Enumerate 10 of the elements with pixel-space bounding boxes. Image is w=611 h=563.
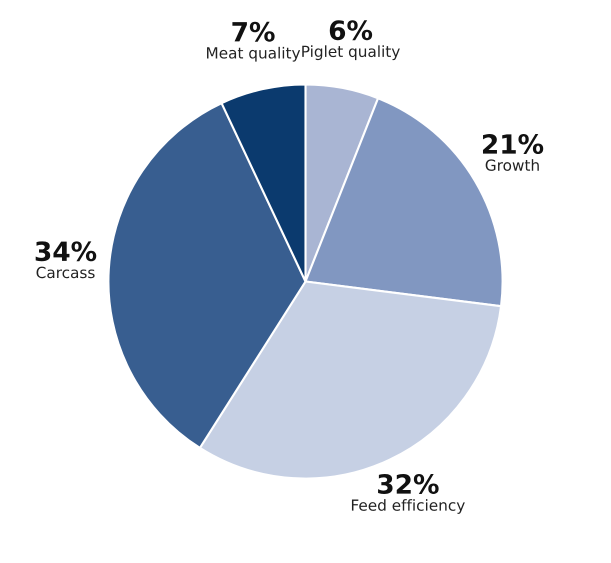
data-label: 7% <box>232 22 275 42</box>
slice-label: Growth <box>486 159 539 171</box>
data-label: 6% <box>330 20 372 40</box>
data-label: 34% <box>36 241 96 262</box>
slice-label: Feed efficiency <box>352 499 465 514</box>
data-label: 21% <box>482 134 544 154</box>
data-label: 32% <box>378 474 439 494</box>
slice-label: Carcass <box>36 266 95 278</box>
slice-label: Piglet quality <box>302 45 400 60</box>
slice-label: Meat quality <box>207 46 300 62</box>
